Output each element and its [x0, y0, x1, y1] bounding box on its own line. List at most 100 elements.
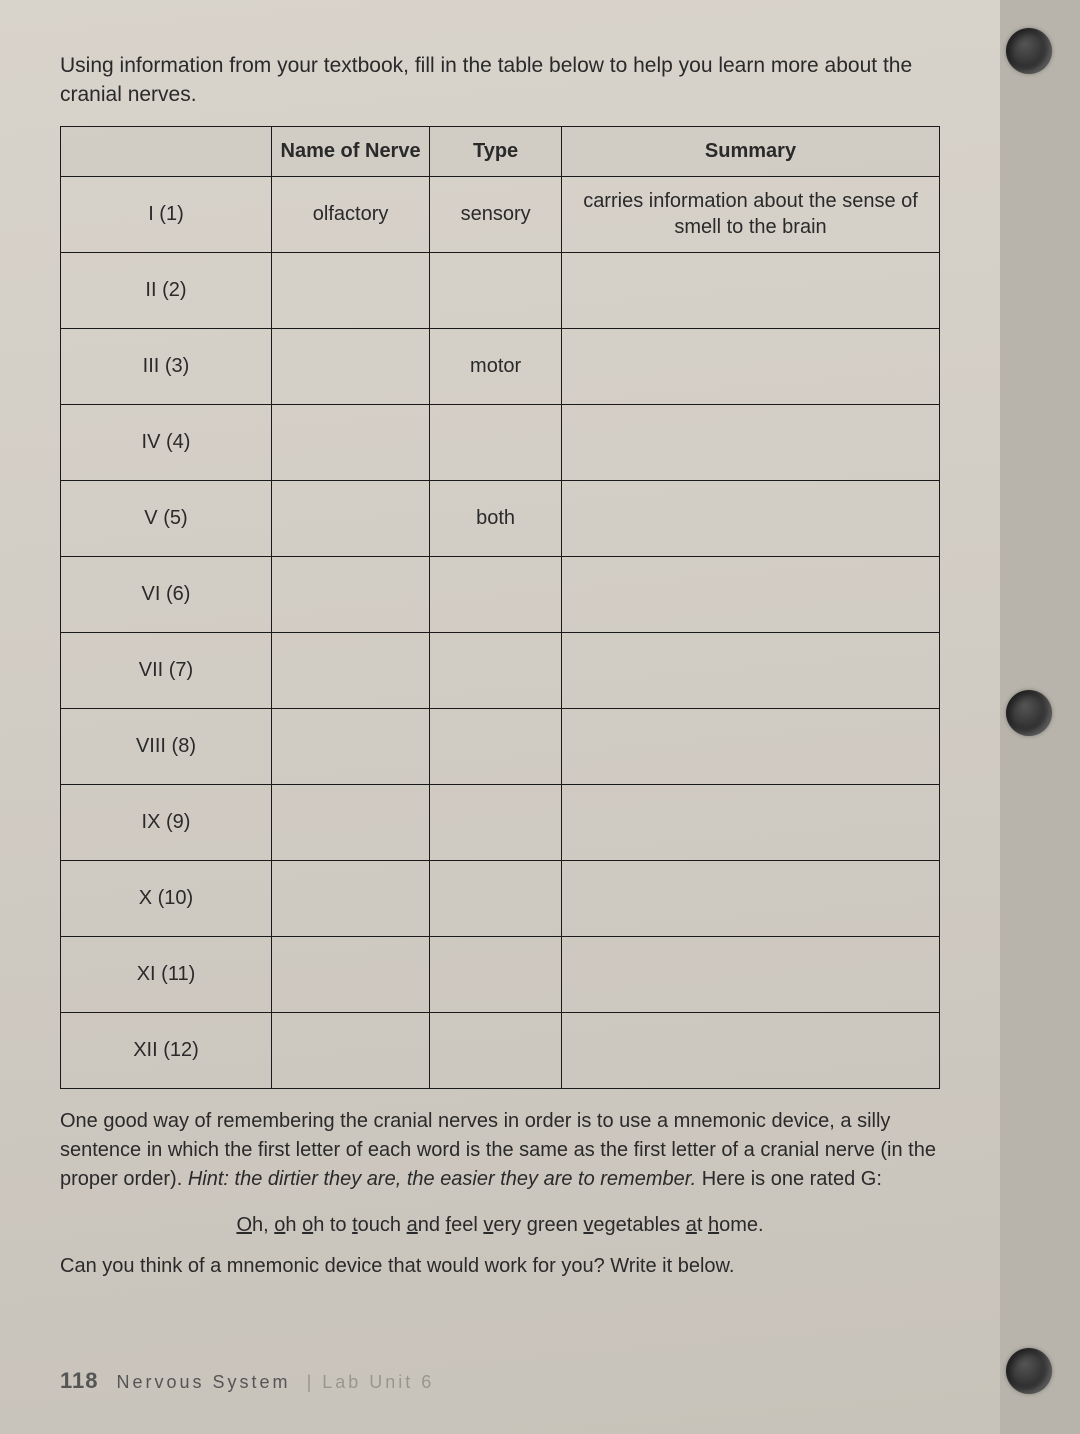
- col-header-type: Type: [430, 126, 562, 176]
- mnemonic-text: t: [697, 1214, 708, 1236]
- mnemonic-initial: O: [236, 1214, 252, 1236]
- table-header-row: Name of Nerve Type Summary: [61, 126, 940, 176]
- nerve-name: [271, 328, 429, 404]
- mnemonic-text: reen: [538, 1214, 584, 1236]
- nerve-name: [271, 860, 429, 936]
- nerve-number: V (5): [61, 480, 272, 556]
- footer-unit: | Lab Unit 6: [299, 1372, 435, 1392]
- mnemonic-text: ome.: [719, 1214, 763, 1236]
- table-row: X (10): [61, 860, 940, 936]
- nerve-summary: [562, 708, 940, 784]
- mnemonic-initial: g: [527, 1214, 538, 1236]
- cranial-nerves-table: Name of Nerve Type Summary I (1)olfactor…: [60, 126, 940, 1089]
- nerve-name: [271, 404, 429, 480]
- nerve-type: [430, 936, 562, 1012]
- mnemonic-initial: h: [708, 1214, 719, 1236]
- nerve-summary: [562, 1012, 940, 1088]
- nerve-name: [271, 1012, 429, 1088]
- nerve-number: XII (12): [61, 1012, 272, 1088]
- footer-unit-label: Lab Unit 6: [322, 1372, 434, 1392]
- nerve-number: VII (7): [61, 632, 272, 708]
- nerve-summary: [562, 860, 940, 936]
- nerve-summary: [562, 784, 940, 860]
- worksheet-page: Using information from your textbook, fi…: [0, 0, 1000, 1434]
- nerve-number: IV (4): [61, 404, 272, 480]
- nerve-name: [271, 784, 429, 860]
- nerve-number: VIII (8): [61, 708, 272, 784]
- nerve-number: III (3): [61, 328, 272, 404]
- mnemonic-initial: o: [302, 1214, 313, 1236]
- table-row: XI (11): [61, 936, 940, 1012]
- mnemonic-sentence: Oh, oh oh to touch and feel very green v…: [60, 1214, 940, 1237]
- nerve-type: [430, 708, 562, 784]
- nerve-name: [271, 632, 429, 708]
- table-row: VI (6): [61, 556, 940, 632]
- mnemonic-text: egetables: [593, 1214, 685, 1236]
- punch-hole-icon: [1006, 1348, 1052, 1394]
- nerve-type: [430, 784, 562, 860]
- table-row: V (5) both: [61, 480, 940, 556]
- table-row: II (2): [61, 252, 940, 328]
- punch-hole-icon: [1006, 690, 1052, 736]
- mnemonic-initial: a: [686, 1214, 697, 1236]
- mnemonic-initial: a: [407, 1214, 418, 1236]
- mnemonic-explainer: One good way of remembering the cranial …: [60, 1107, 940, 1194]
- nerve-summary: [562, 404, 940, 480]
- nerve-number: XI (11): [61, 936, 272, 1012]
- table-row: IV (4): [61, 404, 940, 480]
- nerve-summary: [562, 328, 940, 404]
- nerve-summary: [562, 252, 940, 328]
- mnemonic-text: ery: [493, 1214, 526, 1236]
- mnemonic-initial: o: [274, 1214, 285, 1236]
- nerve-summary: [562, 632, 940, 708]
- table-row: VIII (8): [61, 708, 940, 784]
- nerve-number: IX (9): [61, 784, 272, 860]
- nerve-summary: [562, 480, 940, 556]
- nerve-type: [430, 860, 562, 936]
- table-row: I (1)olfactorysensorycarries information…: [61, 176, 940, 252]
- nerve-number: I (1): [61, 176, 272, 252]
- col-header-summary: Summary: [562, 126, 940, 176]
- explainer-part-b: Here is one rated G:: [696, 1168, 882, 1190]
- nerve-number: X (10): [61, 860, 272, 936]
- mnemonic-text: nd: [418, 1214, 446, 1236]
- mnemonic-text: ouch: [358, 1214, 407, 1236]
- footer-section: Nervous System: [117, 1372, 291, 1392]
- nerve-type: [430, 556, 562, 632]
- table-row: IX (9): [61, 784, 940, 860]
- table-row: VII (7): [61, 632, 940, 708]
- punch-hole-icon: [1006, 28, 1052, 74]
- table-row: XII (12): [61, 1012, 940, 1088]
- nerve-type: [430, 1012, 562, 1088]
- mnemonic-text: eel: [451, 1214, 483, 1236]
- nerve-name: olfactory: [271, 176, 429, 252]
- nerve-type: [430, 252, 562, 328]
- nerve-name: [271, 936, 429, 1012]
- nerve-name: [271, 556, 429, 632]
- nerve-type: [430, 404, 562, 480]
- mnemonic-text: h to: [313, 1214, 352, 1236]
- nerve-summary: [562, 556, 940, 632]
- mnemonic-text: h: [285, 1214, 302, 1236]
- mnemonic-prompt: Can you think of a mnemonic device that …: [60, 1255, 940, 1278]
- mnemonic-text: h,: [252, 1214, 274, 1236]
- nerve-name: [271, 708, 429, 784]
- page-number: 118: [60, 1368, 99, 1393]
- col-header-blank: [61, 126, 272, 176]
- page-footer: 118 Nervous System | Lab Unit 6: [60, 1368, 434, 1394]
- nerve-name: [271, 252, 429, 328]
- nerve-number: VI (6): [61, 556, 272, 632]
- mnemonic-initial: v: [483, 1214, 493, 1236]
- nerve-number: II (2): [61, 252, 272, 328]
- table-row: III (3) motor: [61, 328, 940, 404]
- nerve-type: both: [430, 480, 562, 556]
- col-header-name: Name of Nerve: [271, 126, 429, 176]
- nerve-name: [271, 480, 429, 556]
- nerve-type: [430, 632, 562, 708]
- nerve-summary: [562, 936, 940, 1012]
- nerve-type: motor: [430, 328, 562, 404]
- instructions-text: Using information from your textbook, fi…: [60, 51, 940, 110]
- nerve-type: sensory: [430, 176, 562, 252]
- explainer-hint: Hint: the dirtier they are, the easier t…: [188, 1168, 696, 1190]
- nerve-summary: carries information about the sense of s…: [562, 176, 940, 252]
